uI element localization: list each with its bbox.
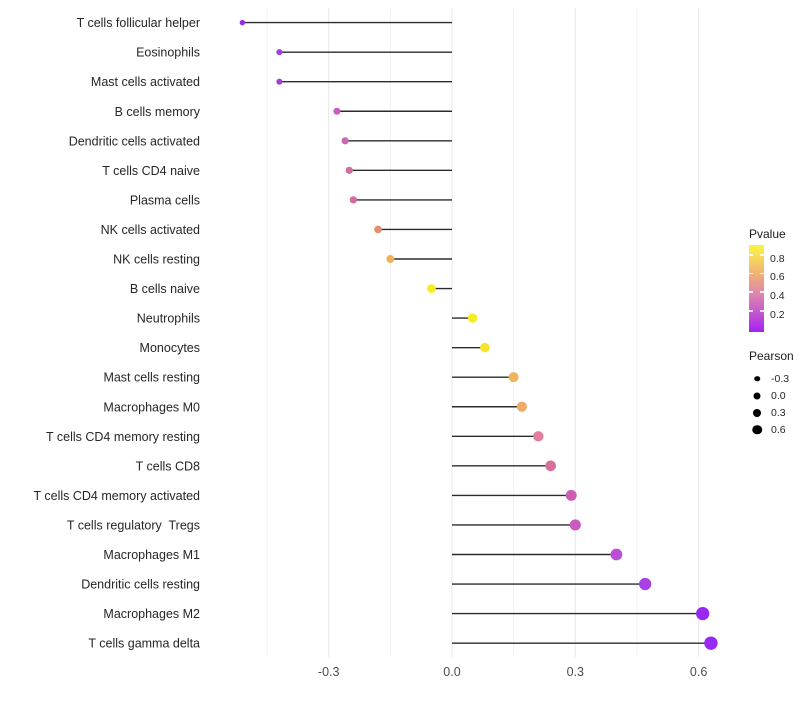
lollipop-dot (565, 489, 577, 501)
pvalue-legend: Pvalue 0.8 0.6 0.4 0.2 (749, 227, 786, 332)
pearson-legend-item: 0.3 (749, 404, 794, 421)
pearson-legend-title: Pearson (749, 349, 794, 363)
category-label: T cells CD4 naive (102, 164, 200, 178)
lollipop-dot (569, 519, 581, 531)
category-label: Neutrophils (137, 312, 200, 326)
lollipop-dot (610, 548, 623, 561)
pearson-legend: Pearson -0.3 0.0 0.3 0.6 (749, 349, 794, 438)
colorbar-tick (760, 310, 764, 312)
lollipop-dot (386, 255, 395, 263)
pvalue-legend-title: Pvalue (749, 227, 786, 241)
colorbar-tick (749, 310, 753, 312)
category-label: Monocytes (140, 341, 200, 355)
pearson-size-label: -0.3 (771, 372, 790, 385)
category-label: T cells regulatory Tregs (67, 518, 200, 532)
x-tick-label: 0.3 (567, 665, 584, 679)
colorbar-tick (749, 272, 753, 275)
pvalue-tick-label: 0.4 (770, 290, 785, 303)
x-tick-label: -0.3 (318, 665, 340, 679)
pvalue-tick-label: 0.6 (770, 271, 785, 284)
category-label: Mast cells resting (103, 371, 200, 385)
category-label: B cells memory (115, 105, 201, 119)
lollipop-dot (333, 107, 341, 115)
colorbar-tick (749, 291, 753, 293)
category-label: Mast cells activated (91, 75, 200, 89)
lollipop-dot (639, 577, 652, 591)
category-label: NK cells resting (113, 253, 200, 267)
category-label: Macrophages M1 (103, 548, 200, 562)
category-label: T cells CD4 memory activated (34, 489, 201, 503)
lollipop-dot (704, 636, 718, 650)
pearson-legend-item: 0.0 (749, 387, 794, 404)
pearson-size-dot (754, 375, 760, 382)
lollipop-dot (508, 372, 519, 383)
lollipop-dot (696, 606, 710, 621)
lollipop-dot (374, 225, 382, 234)
category-label: T cells follicular helper (77, 16, 200, 30)
category-label: T cells gamma delta (88, 637, 200, 651)
category-label: Macrophages M0 (103, 400, 200, 414)
lollipop-dot (533, 431, 544, 442)
pearson-legend-item: -0.3 (749, 370, 794, 387)
lollipop-dot (349, 196, 358, 204)
category-label: B cells naive (130, 282, 200, 296)
pearson-size-label: 0.6 (771, 423, 786, 436)
x-tick-label: 0.0 (443, 665, 460, 679)
lollipop-dot (276, 49, 283, 56)
x-tick-label: 0.6 (690, 665, 707, 679)
category-label: T cells CD4 memory resting (46, 430, 200, 444)
pearson-size-dot (753, 408, 761, 417)
colorbar-tick (760, 254, 764, 256)
pvalue-tick-label: 0.2 (770, 308, 785, 321)
lollipop-dot (427, 284, 436, 293)
pearson-size-dot (752, 424, 762, 435)
category-label: T cells CD8 (136, 459, 200, 473)
lollipop-dot (276, 78, 283, 85)
category-label: Macrophages M2 (103, 607, 200, 621)
lollipop-dot (516, 401, 527, 412)
pearson-size-label: 0.3 (771, 406, 786, 419)
pvalue-colorbar (749, 245, 764, 332)
pearson-size-dot (753, 392, 761, 399)
pearson-size-label: 0.0 (771, 389, 786, 402)
lollipop-dot (545, 460, 556, 472)
category-label: Dendritic cells activated (69, 134, 200, 148)
lollipop-dot (345, 166, 353, 174)
lollipop-dot (341, 137, 349, 145)
colorbar-tick (760, 291, 764, 293)
pearson-legend-item: 0.6 (749, 421, 794, 438)
lollipop-dot (467, 313, 478, 323)
category-label: Plasma cells (130, 193, 200, 207)
category-label: Dendritic cells resting (81, 578, 200, 592)
category-label: NK cells activated (101, 223, 200, 237)
colorbar-tick (760, 272, 764, 275)
lollipop-dot (480, 342, 490, 353)
colorbar-tick (749, 254, 753, 256)
category-label: Eosinophils (136, 46, 200, 60)
lollipop-dot (239, 19, 246, 26)
pvalue-tick-label: 0.8 (770, 252, 785, 265)
